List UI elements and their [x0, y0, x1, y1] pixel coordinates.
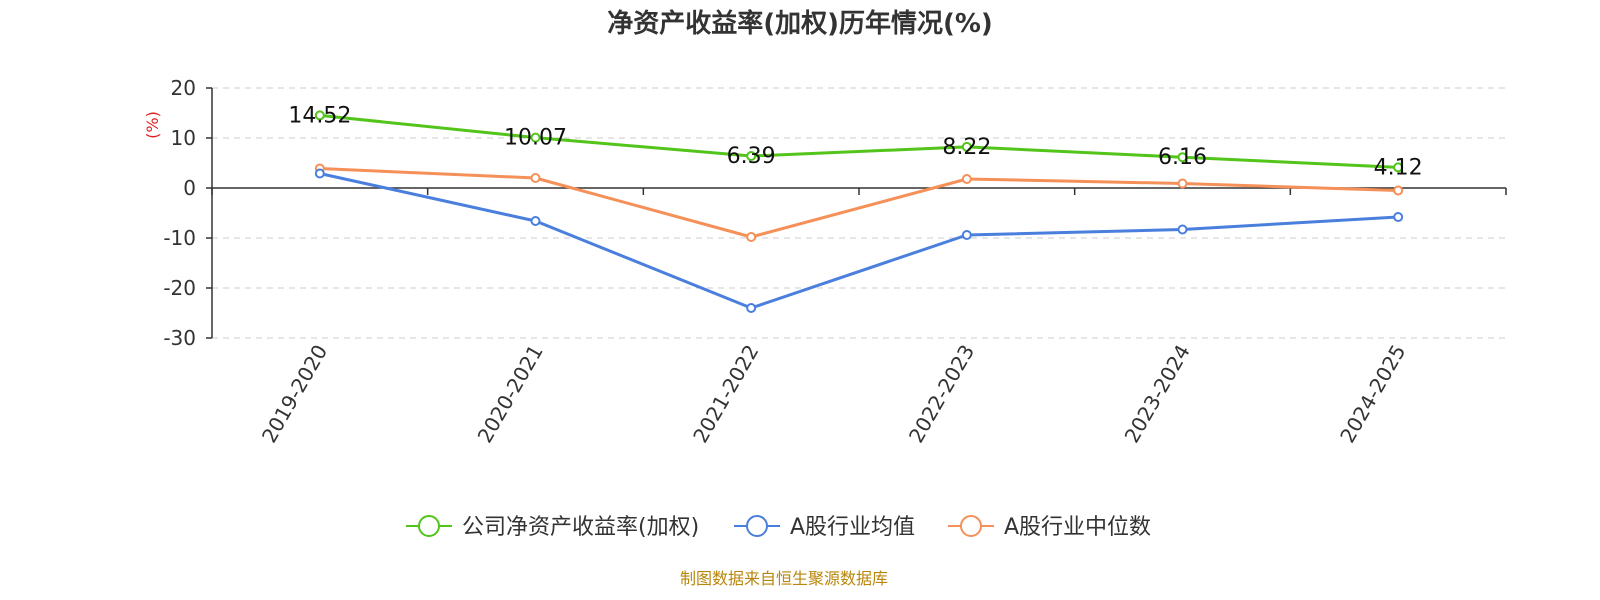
- y-axis-label: (%): [143, 111, 162, 139]
- series-2-point-2: [746, 232, 757, 242]
- legend-item-0: 公司净资产收益率(加权): [406, 515, 699, 540]
- data-label-1: 10.07: [504, 126, 567, 151]
- x-tick-label-5: 2024-2025: [1335, 341, 1410, 447]
- series-line-0: [319, 113, 1399, 169]
- y-tick-label-0: 20: [171, 76, 196, 100]
- series-1-point-3: [961, 230, 972, 240]
- x-tick-label-0: 2019-2020: [257, 341, 332, 447]
- series-1-point-5: [1393, 212, 1404, 222]
- legend-swatch-marker-1: [746, 515, 768, 537]
- y-tick-label-3: -10: [163, 226, 196, 250]
- y-tick-label-5: -30: [163, 326, 196, 350]
- x-tick-label-4: 2023-2024: [1120, 341, 1195, 447]
- series-1-point-1: [530, 216, 541, 226]
- series-1-point-2: [746, 303, 757, 313]
- chart-title: 净资产收益率(加权)历年情况(%): [607, 8, 993, 39]
- axes: 20 10 0 -10 -20 -30 2019-2020 2020-2021 2021-202…: [163, 76, 1507, 447]
- data-label-2: 6.39: [727, 144, 776, 169]
- series-2-point-5: [1393, 185, 1404, 196]
- data-label-4: 6.16: [1158, 145, 1207, 170]
- data-label-5: 4.12: [1374, 155, 1423, 180]
- x-tick-label-3: 2022-2023: [904, 340, 979, 446]
- legend: 公司净资产收益率(加权) A股行业均值 A股行业中位数: [406, 515, 1151, 540]
- legend-label-0: 公司净资产收益率(加权): [462, 515, 699, 540]
- source-note: 制图数据来自恒生聚源数据库: [680, 569, 888, 588]
- legend-label-1: A股行业均值: [790, 515, 915, 540]
- x-tick-label-2: 2021-2022: [688, 341, 763, 447]
- series-0-point-4: [1177, 152, 1188, 163]
- legend-swatch-marker-0: [418, 515, 440, 537]
- series-lines: [314, 110, 1404, 313]
- data-label-3: 8.22: [942, 135, 991, 160]
- legend-item-2: A股行业中位数: [948, 515, 1151, 540]
- legend-item-1: A股行业均值: [734, 515, 915, 540]
- series-2-point-4: [1177, 178, 1188, 189]
- grid-lines: [212, 87, 1506, 339]
- series-0-point-0: [314, 110, 325, 121]
- data-labels: 14.52 10.07 6.39 8.22 6.16 4.12: [288, 103, 1422, 180]
- series-line-1: [319, 172, 1399, 310]
- y-tick-label-2: 0: [183, 176, 196, 200]
- series-0-point-5: [1393, 162, 1404, 173]
- series-line-2: [319, 167, 1399, 239]
- series-0-point-2: [746, 151, 757, 162]
- series-2-point-3: [961, 174, 972, 184]
- legend-swatch-marker-2: [960, 515, 982, 537]
- series-0-point-3: [961, 141, 972, 152]
- y-tick-label-4: -20: [163, 276, 196, 300]
- series-1-point-0: [314, 168, 325, 179]
- data-label-0: 14.52: [288, 103, 351, 128]
- y-tick-label-1: 10: [171, 126, 196, 150]
- series-0-point-1: [530, 132, 541, 143]
- legend-label-2: A股行业中位数: [1004, 515, 1151, 540]
- series-1-point-4: [1177, 224, 1188, 235]
- x-tick-label-1: 2020-2021: [473, 341, 548, 447]
- series-2-point-1: [530, 173, 541, 183]
